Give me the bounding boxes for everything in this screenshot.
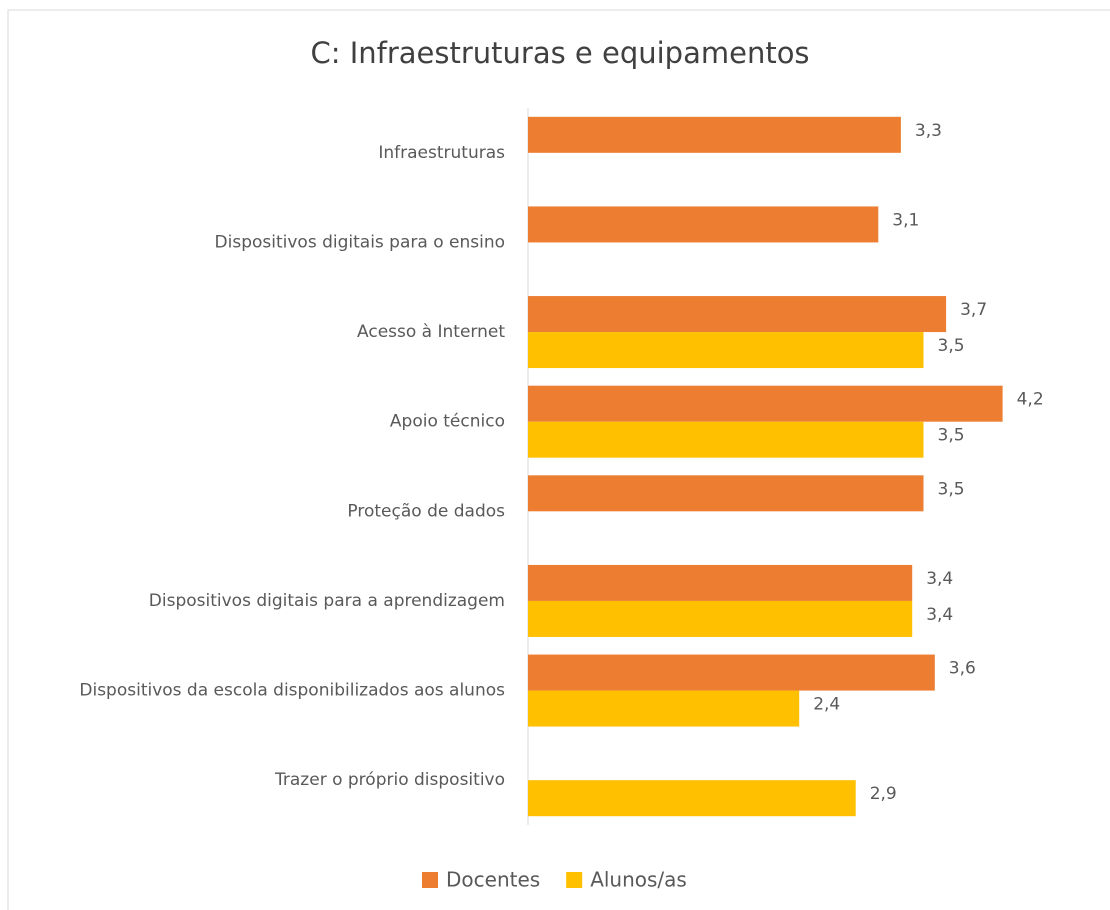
bar [528,654,935,691]
bar [528,690,800,727]
y-tick-label: Dispositivos da escola disponibilizados … [79,681,505,701]
data-label: 3,5 [938,426,965,446]
y-tick-label: Proteção de dados [347,501,505,521]
y-tick-label: Dispositivos digitais para o ensino [215,232,505,252]
data-label: 3,5 [938,479,965,499]
bar [528,116,901,153]
y-tick-label: Acesso à Internet [357,322,505,342]
y-tick-label: Trazer o próprio dispositivo [274,770,505,790]
legend-label: Alunos/as [590,868,687,892]
data-label: 3,1 [892,210,919,230]
data-label: 3,3 [915,121,942,141]
legend-label: Docentes [446,868,540,892]
chart-frame [7,9,1110,910]
data-label: 2,9 [870,784,897,804]
y-tick-label: Dispositivos digitais para a aprendizage… [149,591,505,611]
bar [528,206,879,243]
y-tick-label: Infraestruturas [378,143,505,163]
bar [528,564,913,601]
data-label: 3,7 [960,300,987,320]
bar [528,296,947,333]
data-label: 2,4 [813,695,840,715]
bar [528,421,924,458]
data-label: 3,5 [938,336,965,356]
legend-swatch [422,872,438,888]
bar [528,475,924,512]
bar [528,332,924,369]
data-label: 3,6 [949,659,976,679]
bar [528,385,1003,422]
data-label: 3,4 [926,605,953,625]
bar [528,780,856,817]
bar [528,600,913,637]
data-label: 4,2 [1017,390,1044,410]
data-label: 3,4 [926,569,953,589]
chart-title: C: Infraestruturas e equipamentos [310,36,809,70]
y-tick-label: Apoio técnico [390,412,505,432]
legend-swatch [566,872,583,888]
